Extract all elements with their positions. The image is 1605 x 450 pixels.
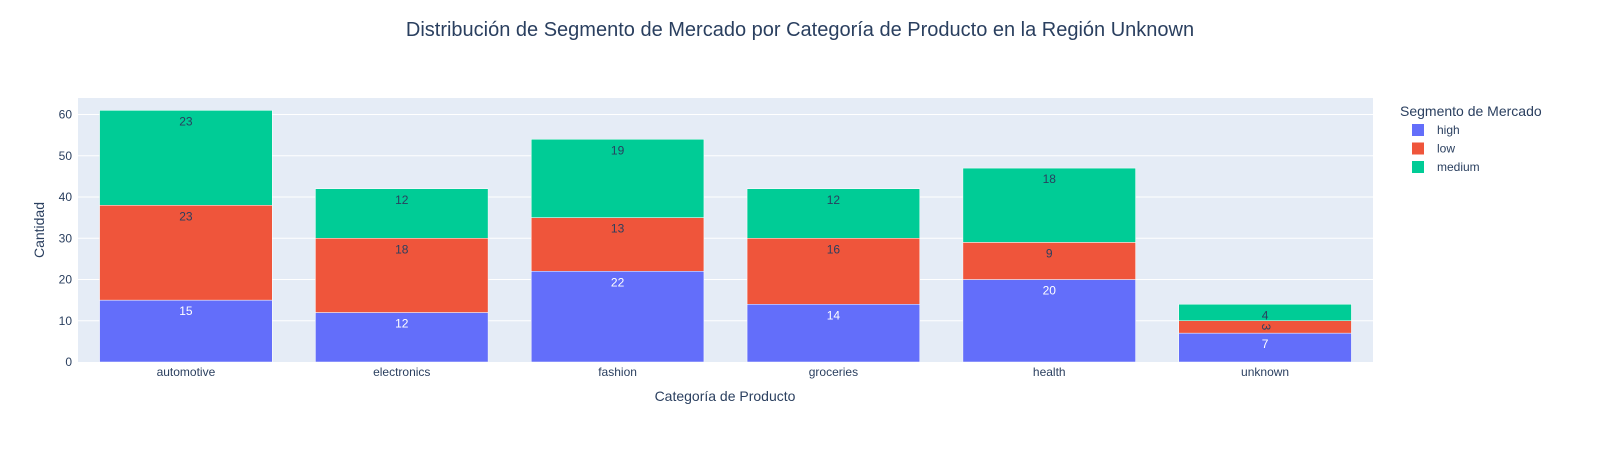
bar-health-high bbox=[962, 279, 1136, 363]
y-tick-label: 10 bbox=[59, 314, 73, 328]
x-tick-labels: automotive electronics fashion groceries hea… bbox=[157, 365, 1290, 379]
legend: Segmento de Mercado high low medium bbox=[1400, 103, 1542, 174]
bar-label-groceries-medium: 12 bbox=[827, 193, 841, 207]
bar-label-electronics-low: 18 bbox=[395, 242, 409, 256]
bar-label-groceries-high: 14 bbox=[827, 308, 841, 322]
x-tick-label: groceries bbox=[809, 365, 858, 379]
y-tick-labels: 0 10 20 30 40 50 60 bbox=[59, 108, 73, 370]
bars: 15 23 23 12 18 12 22 13 19 14 16 12 20 9 18 7 3 4 bbox=[99, 110, 1352, 363]
bar-electronics-low bbox=[315, 238, 489, 313]
bar-label-health-low: 9 bbox=[1046, 246, 1053, 260]
bar-label-health-high: 20 bbox=[1043, 284, 1057, 298]
x-axis-title: Categoría de Producto bbox=[655, 388, 796, 404]
y-tick-label: 50 bbox=[59, 149, 73, 163]
bar-label-automotive-medium: 23 bbox=[179, 114, 193, 128]
y-tick-label: 20 bbox=[59, 273, 73, 287]
bar-stack-groceries: 14 16 12 bbox=[746, 188, 920, 363]
y-tick-label: 0 bbox=[65, 355, 72, 369]
x-tick-label: fashion bbox=[598, 365, 637, 379]
bar-label-fashion-high: 22 bbox=[611, 275, 625, 289]
legend-label: medium bbox=[1437, 160, 1480, 174]
legend-swatch bbox=[1412, 161, 1424, 173]
bar-stack-unknown: 7 3 4 bbox=[1178, 304, 1352, 363]
bar-health-medium bbox=[962, 167, 1136, 243]
bar-label-unknown-low: 3 bbox=[1259, 324, 1273, 331]
plot-background bbox=[78, 98, 1373, 362]
bar-groceries-high bbox=[746, 304, 920, 363]
legend-item-high[interactable]: high bbox=[1412, 123, 1460, 137]
legend-title: Segmento de Mercado bbox=[1400, 103, 1542, 119]
x-tick-label: automotive bbox=[157, 365, 216, 379]
grid-lines bbox=[78, 114, 1373, 322]
bar-label-unknown-high: 7 bbox=[1262, 337, 1269, 351]
y-tick-label: 30 bbox=[59, 231, 73, 245]
bar-groceries-low bbox=[746, 238, 920, 305]
bar-fashion-medium bbox=[531, 139, 705, 218]
bar-stack-electronics: 12 18 12 bbox=[315, 188, 489, 363]
bar-automotive-high bbox=[99, 299, 273, 363]
bar-unknown-medium bbox=[1178, 304, 1352, 321]
bar-health-low bbox=[962, 242, 1136, 280]
y-tick-label: 40 bbox=[59, 190, 73, 204]
legend-items: high low medium bbox=[1412, 123, 1480, 174]
bar-electronics-medium bbox=[315, 188, 489, 239]
x-tick-label: electronics bbox=[373, 365, 430, 379]
legend-swatch bbox=[1412, 124, 1424, 136]
bar-label-electronics-high: 12 bbox=[395, 317, 409, 331]
bar-label-unknown-medium: 4 bbox=[1262, 308, 1269, 322]
bar-label-automotive-low: 23 bbox=[179, 209, 193, 223]
bar-unknown-high bbox=[1178, 332, 1352, 363]
y-axis-title: Cantidad bbox=[31, 202, 47, 258]
legend-label: high bbox=[1437, 123, 1460, 137]
bar-automotive-low bbox=[99, 205, 273, 301]
bar-label-fashion-medium: 19 bbox=[611, 143, 625, 157]
bar-label-automotive-high: 15 bbox=[179, 304, 193, 318]
bar-electronics-high bbox=[315, 312, 489, 363]
bar-label-groceries-low: 16 bbox=[827, 242, 841, 256]
bar-label-electronics-medium: 12 bbox=[395, 193, 409, 207]
chart-title: Distribución de Segmento de Mercado por … bbox=[406, 19, 1194, 41]
bar-automotive-medium bbox=[99, 110, 273, 206]
bar-label-health-medium: 18 bbox=[1043, 172, 1057, 186]
legend-item-medium[interactable]: medium bbox=[1412, 160, 1480, 174]
legend-label: low bbox=[1437, 142, 1455, 156]
bar-stack-fashion: 22 13 19 bbox=[531, 139, 705, 363]
bar-label-fashion-low: 13 bbox=[611, 222, 625, 236]
legend-swatch bbox=[1412, 142, 1424, 155]
legend-item-low[interactable]: low bbox=[1412, 142, 1455, 156]
bar-stack-health: 20 9 18 bbox=[962, 167, 1136, 363]
bar-fashion-low bbox=[531, 217, 705, 272]
x-tick-label: health bbox=[1033, 365, 1066, 379]
x-tick-label: unknown bbox=[1241, 365, 1289, 379]
y-tick-label: 60 bbox=[59, 108, 73, 122]
bar-groceries-medium bbox=[746, 188, 920, 239]
bar-stack-automotive: 15 23 23 bbox=[99, 110, 273, 363]
bar-fashion-high bbox=[531, 271, 705, 363]
